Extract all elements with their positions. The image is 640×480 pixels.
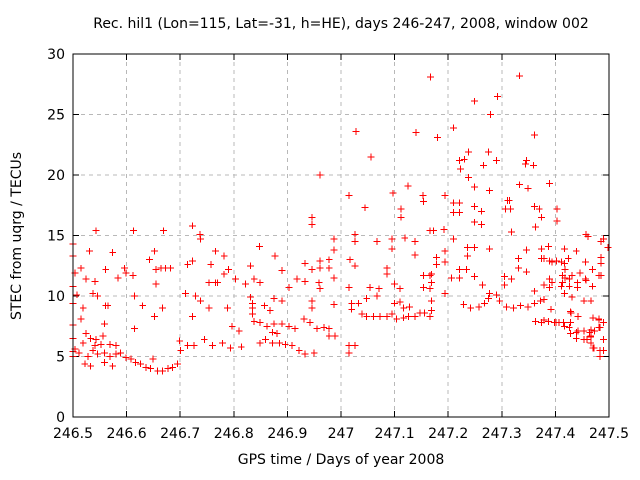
x-tick-label: 246.5 [53,426,93,442]
x-tick-label: 247.4 [535,426,575,442]
x-tick-label: 246.9 [267,426,307,442]
x-tick-label: 247 [328,426,355,442]
x-tick-label: 247.1 [375,426,415,442]
grid-lines [73,54,609,417]
y-tick-labels: 0 5 10 15 20 25 30 [47,47,65,426]
x-tick-label: 247.2 [428,426,468,442]
x-axis-label: GPS time / Days of year 2008 [238,452,445,468]
x-tick-label: 246.8 [214,426,254,442]
chart-title: Rec. hil1 (Lon=115, Lat=-31, h=HE), days… [93,16,589,32]
y-tick-label: 25 [47,108,65,124]
y-tick-label: 10 [47,289,65,305]
x-tick-labels: 246.5 246.6 246.7 246.8 246.9 247 247.1 247.2 24… [53,426,629,442]
x-tick-label: 247.3 [482,426,522,442]
y-tick-label: 0 [56,410,65,426]
y-axis-label: STEC from uqrg / TECUs [9,152,25,320]
y-tick-label: 20 [47,168,65,184]
y-tick-label: 30 [47,47,65,63]
y-tick-label: 5 [56,350,65,366]
x-tick-label: 247.5 [589,426,629,442]
y-tick-label: 15 [47,229,65,245]
x-tick-label: 246.6 [107,426,147,442]
x-tick-label: 246.7 [160,426,200,442]
plot-border [72,53,610,418]
